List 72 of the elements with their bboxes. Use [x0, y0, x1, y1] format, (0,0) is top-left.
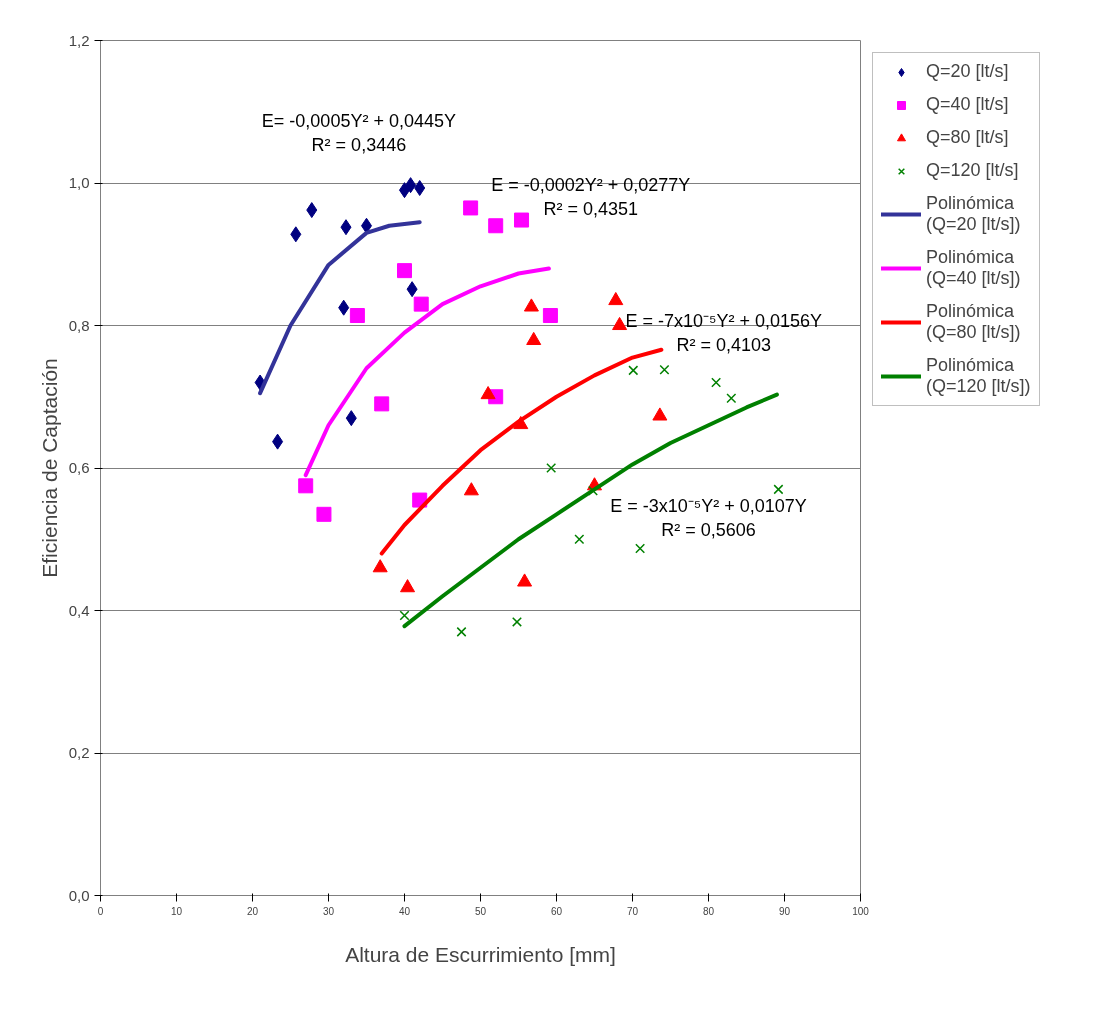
- y-tick-label: 0,2: [68, 744, 90, 761]
- point: [338, 299, 350, 316]
- x-tick-label: 100: [852, 905, 870, 917]
- x-tick-label: 30: [322, 905, 335, 917]
- point: [574, 534, 585, 545]
- point: [406, 281, 418, 298]
- annotation: E= -0,0005Y² + 0,0445Y R² = 0,3446: [261, 111, 456, 156]
- point: [652, 407, 668, 421]
- y-tick-label: 0,0: [68, 886, 90, 904]
- y-tick-label: 0,6: [68, 459, 90, 476]
- legend-label: Q=120 [lt/s]: [926, 160, 1019, 181]
- point: [711, 377, 722, 388]
- annotation: E = -0,0002Y² + 0,0277Y R² = 0,4351: [491, 175, 691, 220]
- point: [463, 482, 479, 496]
- x-axis-title: Altura de Escurrimiento [mm]: [345, 942, 616, 966]
- point: [514, 212, 530, 228]
- legend-label: Polinómica (Q=20 [lt/s]): [926, 193, 1021, 235]
- x-tick-label: 0: [97, 905, 104, 917]
- point: [608, 291, 624, 306]
- y-tick-label: 1,2: [68, 31, 90, 49]
- annotation: E = -7x10⁻⁵Y² + 0,0156Y R² = 0,4103: [625, 310, 822, 355]
- y-axis-title: Eficiencia de Captación: [37, 358, 61, 578]
- point: [316, 506, 332, 522]
- legend-label: Polinómica (Q=80 [lt/s]): [926, 301, 1021, 343]
- point: [463, 200, 479, 216]
- legend-label: Q=40 [lt/s]: [926, 94, 1009, 115]
- x-tick-label: 20: [246, 905, 259, 917]
- point: [480, 386, 496, 400]
- point: [272, 433, 284, 450]
- legend-label: Polinómica (Q=40 [lt/s]): [926, 247, 1021, 289]
- x-tick-label: 70: [626, 905, 639, 917]
- point: [511, 616, 522, 627]
- point: [397, 263, 412, 279]
- x-tick-label: 60: [550, 905, 563, 917]
- legend-label: Polinómica (Q=120 [lt/s]): [926, 355, 1031, 397]
- point: [414, 179, 426, 196]
- x-tick-label: 10: [170, 905, 183, 917]
- point: [372, 559, 388, 573]
- point: [456, 626, 467, 637]
- x-tick-label: 90: [778, 905, 791, 917]
- point: [413, 296, 429, 312]
- point: [523, 298, 539, 312]
- x-tick-label: 40: [398, 905, 411, 917]
- point: [635, 543, 646, 554]
- legend-label: Q=20 [lt/s]: [926, 61, 1009, 82]
- point: [773, 484, 784, 495]
- x-tick-label: 80: [702, 905, 715, 917]
- point: [400, 579, 416, 593]
- x-tick-label: 50: [474, 905, 487, 917]
- point: [306, 202, 318, 219]
- annotation: E = -3x10⁻⁵Y² + 0,0107Y R² = 0,5606: [610, 495, 807, 540]
- point: [659, 364, 670, 375]
- point: [542, 308, 558, 324]
- point: [612, 316, 628, 331]
- legend-label: Q=80 [lt/s]: [926, 127, 1009, 148]
- point: [399, 610, 410, 621]
- y-tick-label: 0,4: [68, 601, 90, 619]
- y-tick-label: 0,8: [68, 316, 90, 334]
- point: [340, 219, 352, 236]
- line-series: [258, 220, 422, 396]
- point: [345, 410, 357, 427]
- point: [374, 396, 390, 412]
- point: [488, 218, 504, 234]
- y-tick-label: 1,0: [68, 174, 90, 191]
- point: [298, 478, 314, 494]
- point: [726, 393, 737, 404]
- point: [290, 226, 302, 243]
- point: [546, 463, 557, 473]
- point: [349, 308, 365, 324]
- point: [405, 177, 417, 194]
- point: [517, 573, 533, 587]
- point: [628, 365, 639, 376]
